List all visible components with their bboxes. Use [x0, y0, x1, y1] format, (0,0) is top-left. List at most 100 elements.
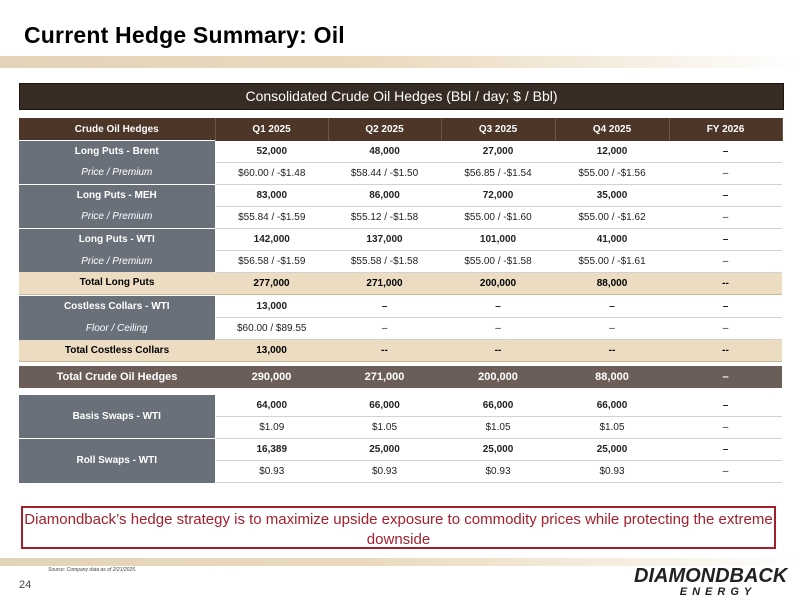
column-header: Crude Oil Hedges: [19, 118, 216, 141]
logo-wordmark: DIAMONDBACK: [634, 565, 788, 587]
table-cell: 25,000: [328, 438, 441, 461]
table-cell: --: [555, 339, 669, 362]
table-row: Floor / Ceiling $60.00 / $89.55 – – – –: [19, 317, 782, 340]
row-label: Long Puts - WTI: [19, 227, 216, 250]
table-cell: –: [669, 460, 782, 483]
table-cell: --: [669, 272, 782, 295]
row-label: Long Puts - MEH: [19, 183, 216, 206]
table-row: Long Puts - WTI 142,000 137,000 101,000 …: [19, 227, 782, 251]
table-cell: –: [441, 296, 555, 318]
table-cell: --: [669, 339, 782, 362]
table-row: Basis Swaps - WTI 64,000 66,000 66,000 6…: [19, 395, 782, 439]
row-sublabel: Floor / Ceiling: [19, 317, 216, 340]
grand-total-table: Total Crude Oil Hedges 290,000 271,000 2…: [19, 366, 782, 388]
table-cell: 66,000: [441, 395, 555, 417]
table-cell: $1.05: [555, 416, 669, 439]
table-cell: –: [669, 438, 782, 461]
table-cell: 66,000: [328, 395, 441, 417]
page-number: 24: [19, 579, 32, 591]
table-cell: –: [669, 366, 782, 388]
table-cell: $55.58 / -$1.58: [328, 250, 441, 273]
table-cell: $55.84 / -$1.59: [215, 206, 328, 229]
table-cell: –: [669, 206, 782, 229]
table-cell: –: [441, 317, 555, 340]
table-cell: 25,000: [441, 438, 555, 461]
column-header: Q4 2025: [555, 118, 670, 141]
row-label: Costless Collars - WTI: [19, 296, 216, 318]
table-cell: 88,000: [555, 366, 669, 388]
table-cell: $0.93: [555, 460, 669, 483]
table-cell: $58.44 / -$1.50: [328, 162, 441, 185]
table-cell: 271,000: [328, 272, 441, 295]
table-cell: 200,000: [441, 272, 555, 295]
row-label: Roll Swaps - WTI: [19, 438, 216, 483]
table-cell: --: [441, 339, 555, 362]
row-label: Long Puts - Brent: [19, 140, 216, 162]
collars-table: Costless Collars - WTI 13,000 – – – – Fl…: [19, 296, 782, 362]
grand-total-row: Total Crude Oil Hedges 290,000 271,000 2…: [19, 366, 782, 388]
table-cell: $1.05: [328, 416, 441, 439]
page-title: Current Hedge Summary: Oil: [24, 22, 345, 48]
table-cell: $55.12 / -$1.58: [328, 206, 441, 229]
source-note: Source: Company data as of 2/21/2025.: [48, 567, 137, 573]
table-cell: 200,000: [441, 366, 555, 388]
table-cell: 27,000: [441, 140, 555, 163]
table-cell: 16,389: [215, 438, 328, 461]
table-row: $1.09 $1.05 $1.05 $1.05 –: [19, 416, 782, 439]
row-label: Total Crude Oil Hedges: [19, 366, 215, 388]
table-cell: 277,000: [215, 272, 328, 295]
table-row: Long Puts - MEH 83,000 86,000 72,000 35,…: [19, 183, 782, 207]
table-header-row: Crude Oil Hedges Q1 2025 Q2 2025 Q3 2025…: [19, 118, 783, 141]
footer-divider: [0, 558, 800, 566]
table-cell: 86,000: [328, 184, 441, 207]
table-cell: 290,000: [215, 366, 328, 388]
table-cell: –: [669, 228, 782, 251]
column-header: Q3 2025: [441, 118, 556, 141]
table-cell: 13,000: [215, 296, 328, 318]
column-header: Q1 2025: [215, 118, 329, 141]
long-puts-table: Crude Oil Hedges Q1 2025 Q2 2025 Q3 2025…: [19, 118, 783, 295]
row-label: Basis Swaps - WTI: [19, 395, 216, 439]
table-cell: $55.00 / -$1.62: [555, 206, 669, 229]
table-cell: 52,000: [215, 140, 328, 163]
table-cell: –: [669, 395, 782, 417]
table-cell: 64,000: [215, 395, 328, 417]
table-cell: –: [669, 162, 782, 185]
table-cell: –: [669, 317, 782, 340]
table-cell: $0.93: [215, 460, 328, 483]
table-cell: 41,000: [555, 228, 669, 251]
row-label: Total Long Puts: [19, 272, 215, 295]
table-cell: –: [669, 296, 782, 318]
title-divider: [0, 56, 800, 68]
table-banner: Consolidated Crude Oil Hedges (Bbl / day…: [19, 83, 784, 110]
table-cell: 83,000: [215, 184, 328, 207]
table-cell: $56.85 / -$1.54: [441, 162, 555, 185]
table-cell: 101,000: [441, 228, 555, 251]
company-logo: DIAMONDBACK ENERGY: [634, 566, 794, 600]
table-cell: 142,000: [215, 228, 328, 251]
table-cell: 137,000: [328, 228, 441, 251]
table-cell: 271,000: [328, 366, 441, 388]
table-row: Price / Premium $55.84 / -$1.59 $55.12 /…: [19, 206, 782, 229]
row-sublabel: Price / Premium: [19, 250, 216, 272]
total-row: Total Long Puts 277,000 271,000 200,000 …: [19, 272, 782, 295]
table-cell: 48,000: [328, 140, 441, 163]
table-cell: 35,000: [555, 184, 669, 207]
table-cell: 88,000: [555, 272, 669, 295]
table-cell: --: [328, 339, 441, 362]
table-cell: 12,000: [555, 140, 669, 163]
table-cell: $55.00 / -$1.56: [555, 162, 669, 185]
table-row: Long Puts - Brent 52,000 48,000 27,000 1…: [19, 140, 782, 163]
table-cell: $55.00 / -$1.61: [555, 250, 669, 273]
table-cell: –: [669, 184, 782, 207]
table-cell: –: [555, 296, 669, 318]
table-row: Price / Premium $56.58 / -$1.59 $55.58 /…: [19, 250, 782, 273]
table-cell: 72,000: [441, 184, 555, 207]
table-cell: –: [669, 416, 782, 439]
table-cell: –: [669, 140, 782, 163]
table-cell: 66,000: [555, 395, 669, 417]
table-cell: $1.05: [441, 416, 555, 439]
table-cell: –: [328, 296, 441, 318]
table-row: $0.93 $0.93 $0.93 $0.93 –: [19, 460, 782, 483]
table-cell: –: [669, 250, 782, 273]
